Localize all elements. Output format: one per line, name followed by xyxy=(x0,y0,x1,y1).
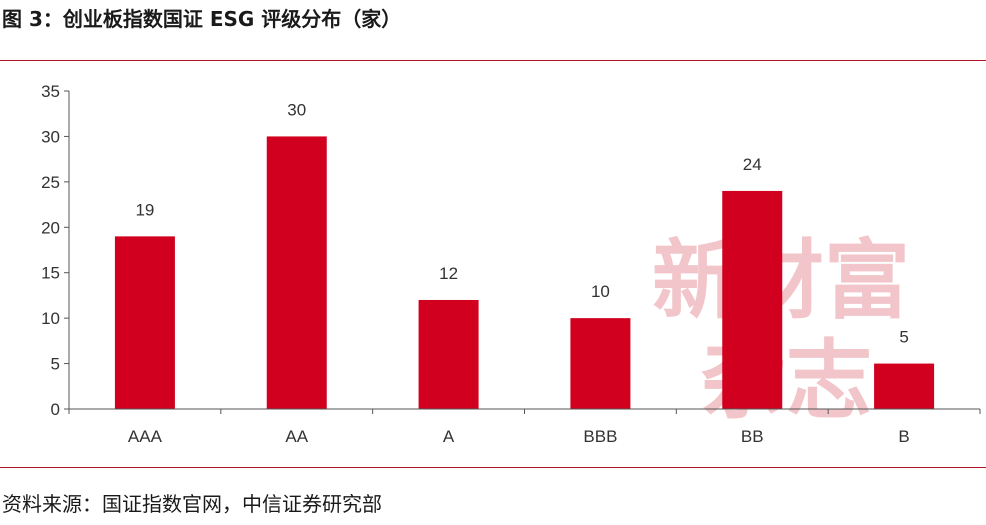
bottom-rule xyxy=(0,467,986,468)
bar-b xyxy=(874,363,935,409)
bar-aaa xyxy=(114,236,175,409)
source-note: 资料来源：国证指数官网，中信证券研究部 xyxy=(2,492,382,516)
data-label-aaa: 19 xyxy=(135,200,154,219)
bar-bbb xyxy=(570,318,631,409)
data-label-bb: 24 xyxy=(743,155,762,174)
y-tick-label-10: 10 xyxy=(41,309,60,328)
x-tick-label-aaa: AAA xyxy=(128,427,163,446)
y-tick-label-35: 35 xyxy=(41,82,60,101)
data-label-a: 12 xyxy=(439,264,458,283)
x-tick-label-bbb: BBB xyxy=(583,427,617,446)
bar-a xyxy=(418,299,479,409)
data-label-b: 5 xyxy=(899,328,908,347)
top-rule xyxy=(0,60,986,61)
x-tick-label-bb: BB xyxy=(741,427,764,446)
bar-aa xyxy=(266,136,327,409)
figure-title: 图 3：创业板指数国证 ESG 评级分布（家） xyxy=(2,7,402,31)
y-tick-label-5: 5 xyxy=(51,355,60,374)
x-tick-label-aa: AA xyxy=(285,427,308,446)
y-tick-label-25: 25 xyxy=(41,173,60,192)
bar-bb xyxy=(722,190,783,409)
x-tick-label-b: B xyxy=(898,427,909,446)
y-tick-label-20: 20 xyxy=(41,218,60,237)
x-tick-label-a: A xyxy=(443,427,455,446)
data-label-aa: 30 xyxy=(287,100,306,119)
y-tick-label-30: 30 xyxy=(41,127,60,146)
data-label-bbb: 10 xyxy=(591,282,610,301)
y-tick-label-0: 0 xyxy=(51,400,60,419)
y-tick-label-15: 15 xyxy=(41,264,60,283)
